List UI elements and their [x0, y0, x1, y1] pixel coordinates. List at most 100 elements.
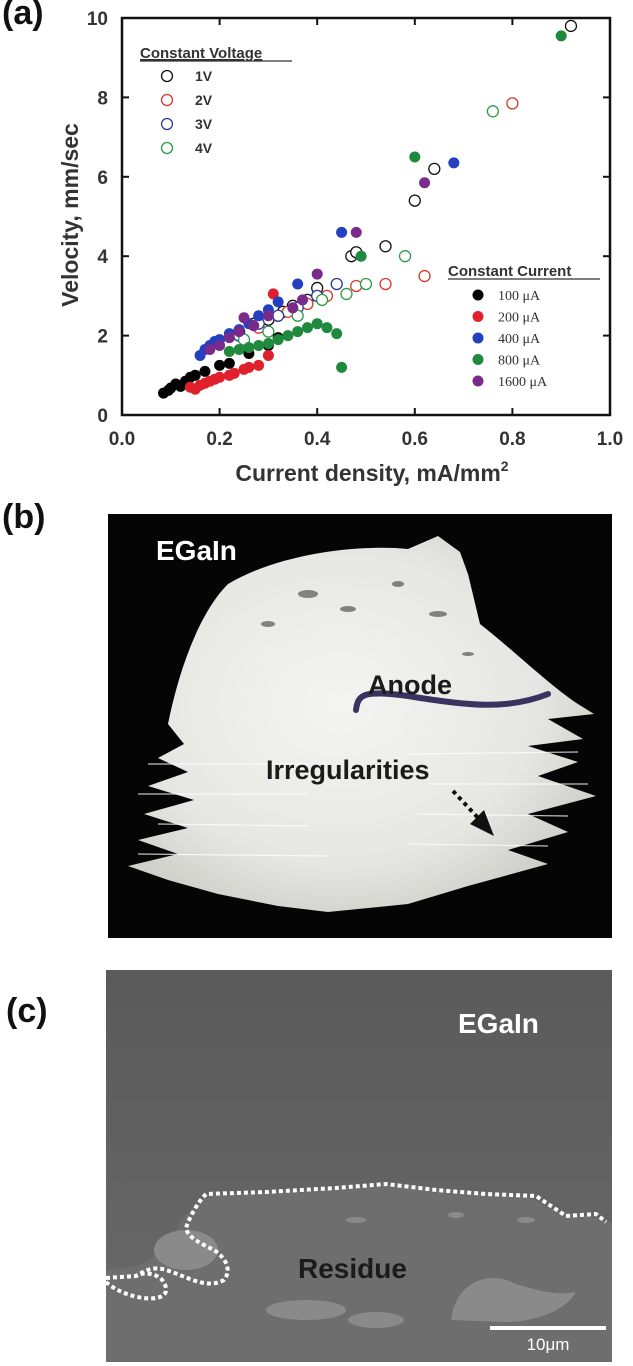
legend-voltage-marker [160, 69, 174, 83]
constant-voltage-point [379, 277, 392, 291]
constant-current-point [297, 294, 309, 306]
constant-voltage-point [418, 269, 431, 283]
constant-voltage-point [315, 293, 329, 307]
chart-axes: 0.0 0.2 0.4 0.6 0.8 1.0 0 2 4 6 8 10 [87, 9, 623, 450]
irregularities-arrow [451, 789, 494, 836]
constant-current-point [336, 226, 348, 238]
constant-current-point [292, 278, 304, 290]
y-tick-label: 6 [97, 168, 108, 189]
constant-current-point [223, 332, 235, 344]
legend-voltage-label: 1V [195, 68, 213, 84]
constant-current-point [267, 288, 279, 300]
x-axis-label-superscript: 2 [501, 458, 509, 474]
constant-current-point [272, 296, 284, 308]
constant-current-point [409, 151, 421, 163]
constant-current-point [311, 268, 323, 280]
constant-current-point [555, 30, 567, 42]
legend-current-title: Constant Current [448, 263, 571, 280]
residue-label: Residue [298, 1253, 407, 1284]
legend-current-label: 200 μA [498, 311, 541, 326]
constant-current-point [253, 340, 265, 352]
constant-current-point [214, 371, 226, 383]
sem-residue-image: EGaIn Residue 10μm [106, 970, 612, 1362]
legend-current-marker [472, 375, 484, 387]
constant-current-point [253, 359, 265, 371]
residue-flakes [154, 1212, 576, 1328]
constant-current-point [228, 367, 240, 379]
residue-dotted-boundary-lower [106, 1271, 169, 1301]
legend-current-label: 400 μA [498, 332, 541, 347]
constant-voltage-point [506, 97, 519, 110]
constant-current-point [243, 342, 255, 354]
constant-current-point [336, 361, 348, 373]
legend-voltage-label: 4V [195, 140, 213, 156]
egain-sem-image: EGaIn Residue 10μm [106, 970, 612, 1362]
constant-current-point [272, 334, 284, 346]
constant-current-point [448, 157, 460, 169]
constant-current-point [262, 310, 274, 322]
constant-current-point [233, 343, 245, 355]
constant-voltage-point [428, 162, 441, 176]
constant-current-point [248, 320, 260, 332]
plot-frame [120, 16, 612, 417]
constant-current-point [262, 338, 274, 350]
constant-current-point [301, 322, 313, 334]
constant-current-point [287, 302, 299, 314]
x-tick-label: 0.4 [304, 429, 331, 450]
constant-current-point [214, 340, 226, 352]
scale-bar-label: 10μm [527, 1335, 570, 1354]
y-tick-label: 0 [97, 406, 108, 427]
panel-label-c: (c) [6, 992, 48, 1030]
x-tick-label: 1.0 [597, 429, 623, 450]
constant-current-point [292, 326, 304, 338]
photo-b-egain-label: EGaIn [156, 535, 237, 566]
legend-voltage-title: Constant Voltage [140, 45, 262, 62]
panel-label-b: (b) [2, 498, 46, 536]
constant-current-point [419, 177, 431, 189]
irregularities-label: Irregularities [266, 755, 430, 785]
legend-constant-current: Constant Current 100 μA 200 μA 400 μA 800 μA… [448, 263, 600, 390]
constant-voltage-point [408, 194, 421, 207]
constant-voltage-point [486, 105, 500, 118]
legend-constant-voltage: Constant Voltage 1V 2V 3V 4V [140, 45, 292, 156]
legend-voltage-label: 2V [195, 92, 213, 108]
constant-voltage-point [564, 19, 578, 33]
legend-voltage-label: 3V [195, 116, 213, 132]
legend-voltage-marker [160, 141, 174, 155]
droplet-streaks [137, 751, 588, 857]
panel-label-a: (a) [2, 0, 44, 32]
y-tick-label: 8 [97, 88, 108, 109]
constant-current-point [311, 318, 323, 330]
legend-current-label: 100 μA [498, 289, 541, 304]
x-tick-label: 0.2 [206, 429, 232, 450]
constant-current-point [350, 226, 362, 238]
constant-voltage-point [330, 277, 343, 291]
anode-label: Anode [368, 670, 452, 700]
constant-current-point [331, 328, 343, 340]
x-axis-label-text: Current density, mA/mm [235, 460, 500, 486]
constant-current-point [204, 343, 216, 355]
constant-voltage-point [262, 325, 275, 338]
photo-c-egain-label: EGaIn [458, 1008, 539, 1039]
x-axis-label: Current density, mA/mm2 [235, 458, 508, 486]
y-tick-label: 2 [97, 327, 108, 348]
x-tick-label: 0.0 [109, 429, 135, 450]
constant-current-point [262, 349, 274, 361]
constant-current-point [189, 369, 201, 381]
legend-voltage-marker [160, 117, 174, 131]
x-tick-label: 0.8 [499, 429, 525, 450]
constant-voltage-point [272, 309, 285, 322]
constant-current-point [214, 359, 226, 371]
constant-voltage-point [359, 277, 373, 291]
droplet-dark-spots [261, 581, 474, 656]
legend-current-label: 800 μA [498, 354, 541, 369]
y-tick-label: 10 [87, 9, 108, 30]
constant-voltage-point [379, 240, 392, 253]
constant-current-point [243, 361, 255, 373]
constant-current-point [282, 330, 294, 342]
egain-droplet-image: EGaIn Anode Irregularities [108, 514, 612, 938]
constant-voltage-point [398, 250, 412, 263]
legend-current-marker [472, 332, 484, 344]
velocity-scatter-chart: 0.0 0.2 0.4 0.6 0.8 1.0 0 2 4 6 8 10 Constant Volta… [57, 9, 623, 486]
constant-voltage-point [340, 287, 353, 301]
